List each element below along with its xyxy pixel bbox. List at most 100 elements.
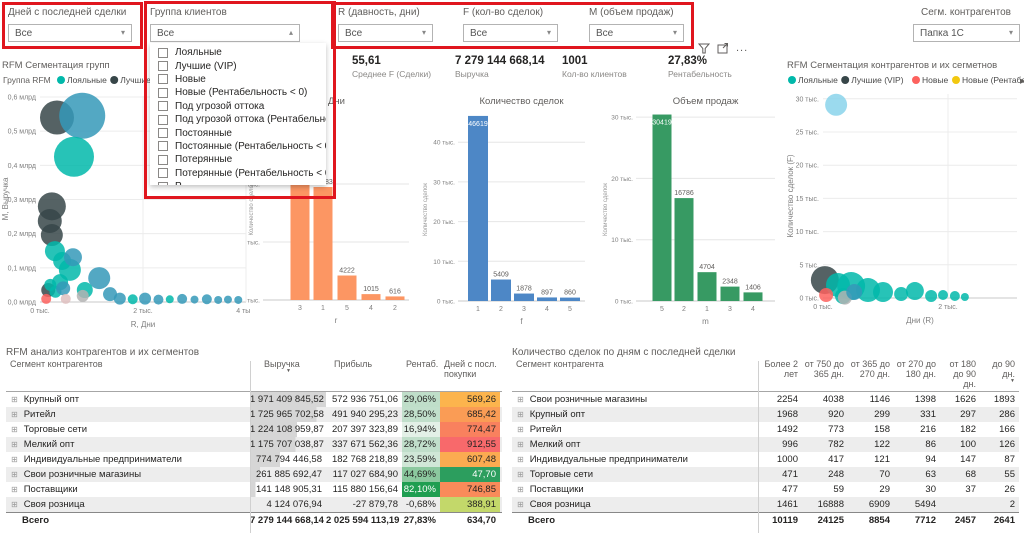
checkbox-icon[interactable] bbox=[158, 61, 168, 72]
scatter-bubble[interactable] bbox=[40, 224, 63, 247]
slicer-segment-dropdown[interactable]: Папка 1С ▾ bbox=[913, 24, 1020, 42]
slicer-m-dropdown[interactable]: Все ▾ bbox=[589, 24, 684, 42]
bar-1[interactable] bbox=[468, 115, 488, 301]
bar-4[interactable] bbox=[743, 292, 763, 301]
bar-4[interactable] bbox=[537, 297, 557, 301]
legend-label[interactable]: Лояльные bbox=[67, 75, 107, 85]
checkbox-icon[interactable] bbox=[158, 141, 168, 152]
sort-descending-icon[interactable]: ▼ bbox=[286, 368, 291, 374]
checkbox-icon[interactable] bbox=[158, 101, 168, 112]
table-row[interactable]: ⊞ Крупный опт 1968 920 299 331 297 286 bbox=[512, 407, 1019, 422]
table-row[interactable]: ⊞ Свои розничные магазины 261 885 692,47 11… bbox=[6, 467, 502, 482]
expand-icon[interactable]: ⊞ bbox=[11, 455, 18, 464]
expand-icon[interactable]: ⊞ bbox=[11, 440, 18, 449]
table-row[interactable]: ⊞ Ритейл 1 725 965 702,58 491 940 295,23 28,… bbox=[6, 407, 502, 422]
table-row[interactable]: ⊞ Поставщики 141 148 905,31 115 880 156,64 8… bbox=[6, 482, 502, 497]
table-row[interactable]: ⊞ Свои розничные магазины 2254 4038 1146 1398… bbox=[512, 392, 1019, 407]
legend-label[interactable]: Лояльные bbox=[798, 75, 838, 85]
expand-icon[interactable]: ⊞ bbox=[517, 425, 524, 434]
bar-5[interactable] bbox=[337, 275, 357, 300]
expand-icon[interactable]: ⊞ bbox=[517, 395, 524, 404]
scatter-bubble[interactable] bbox=[53, 136, 94, 177]
table-row[interactable]: ⊞ Своя розница 1461 16888 6909 5494 2 bbox=[512, 497, 1019, 512]
checkbox-icon[interactable] bbox=[158, 47, 168, 58]
dropdown-option[interactable]: Потерянные bbox=[150, 153, 326, 166]
scatter-bubble[interactable] bbox=[59, 92, 106, 139]
scatter-bubble[interactable] bbox=[56, 281, 71, 296]
scatter-bubble[interactable] bbox=[103, 287, 118, 302]
expand-icon[interactable]: ⊞ bbox=[11, 470, 18, 479]
expand-icon[interactable]: ⊞ bbox=[517, 470, 524, 479]
table-row[interactable]: ⊞ Индивидуальные предприниматели 774 794 4… bbox=[6, 452, 502, 467]
scatter-bubble[interactable] bbox=[88, 267, 111, 290]
scatter-bubble[interactable] bbox=[223, 295, 232, 304]
scatter-bubble[interactable] bbox=[846, 284, 863, 301]
scatter-bubble[interactable] bbox=[949, 291, 960, 302]
scatter-bubble[interactable] bbox=[165, 295, 174, 304]
expand-icon[interactable]: ⊞ bbox=[11, 500, 18, 509]
scatter-bubble[interactable] bbox=[819, 288, 834, 303]
legend-scroll-arrow-icon[interactable]: ▶ bbox=[1020, 78, 1024, 85]
scatter-bubble[interactable] bbox=[873, 282, 893, 303]
bar-3[interactable] bbox=[720, 286, 740, 301]
scatter-bubble[interactable] bbox=[41, 293, 52, 304]
column-header-label[interactable]: Выручка bbox=[264, 359, 300, 369]
bar-5[interactable] bbox=[560, 297, 580, 301]
slicer-r-dropdown[interactable]: Все ▾ bbox=[338, 24, 433, 42]
sort-descending-icon[interactable]: ▼ bbox=[1010, 378, 1015, 384]
scatter-bubble[interactable] bbox=[113, 292, 126, 305]
legend-label[interactable]: Лучшие (VIP) bbox=[851, 75, 904, 85]
checkbox-icon[interactable] bbox=[158, 128, 168, 139]
scatter-bubble[interactable] bbox=[894, 287, 909, 302]
bar-5[interactable] bbox=[652, 114, 672, 301]
table-row[interactable]: ⊞ Своя розница 4 124 076,94 -27 879,78 -0,68… bbox=[6, 497, 502, 512]
expand-icon[interactable]: ⊞ bbox=[11, 485, 18, 494]
scatter-bubble[interactable] bbox=[139, 292, 152, 305]
checkbox-icon[interactable] bbox=[158, 114, 168, 125]
expand-icon[interactable]: ⊞ bbox=[11, 395, 18, 404]
table-row[interactable]: ⊞ Крупный опт 1 971 409 845,52 572 936 751,… bbox=[6, 392, 502, 407]
slicer-f-dropdown[interactable]: Все ▾ bbox=[463, 24, 558, 42]
slicer-group-dropdown[interactable]: Все ▴ bbox=[150, 24, 300, 42]
expand-icon[interactable]: ⊞ bbox=[11, 410, 18, 419]
table-row[interactable]: ⊞ Торговые сети 1 224 108 959,87 207 397 32… bbox=[6, 422, 502, 437]
expand-icon[interactable]: ⊞ bbox=[11, 425, 18, 434]
table-row[interactable]: ⊞ Торговые сети 471 248 70 63 68 55 bbox=[512, 467, 1019, 482]
dropdown-option[interactable]: Постоянные bbox=[150, 126, 326, 139]
scatter-bubble[interactable] bbox=[905, 282, 924, 301]
table-row[interactable]: ⊞ Мелкий опт 1 175 707 038,87 337 671 562,3… bbox=[6, 437, 502, 452]
dropdown-option[interactable]: Под угрозой оттока bbox=[150, 100, 326, 113]
expand-icon[interactable]: ⊞ bbox=[517, 440, 524, 449]
dropdown-option[interactable]: Постоянные (Рентабельность < 0) bbox=[150, 140, 326, 153]
scatter-bubble[interactable] bbox=[63, 248, 82, 267]
bar-2[interactable] bbox=[385, 296, 405, 300]
checkbox-icon[interactable] bbox=[158, 74, 168, 85]
bar-4[interactable] bbox=[361, 294, 381, 300]
expand-icon[interactable]: ⊞ bbox=[517, 485, 524, 494]
scatter-bubble[interactable] bbox=[925, 290, 938, 303]
table-row[interactable]: ⊞ Индивидуальные предприниматели 1000 417 12… bbox=[512, 452, 1019, 467]
dropdown-option[interactable]: Новые (Рентабельность < 0) bbox=[150, 86, 326, 99]
scatter-bubble[interactable] bbox=[201, 294, 212, 305]
scatter-bubble[interactable] bbox=[960, 293, 969, 302]
legend-label[interactable]: Новые bbox=[922, 75, 948, 85]
checkbox-icon[interactable] bbox=[158, 87, 168, 98]
scatter-bubble[interactable] bbox=[177, 293, 188, 304]
table-row[interactable]: ⊞ Мелкий опт 996 782 122 86 100 126 bbox=[512, 437, 1019, 452]
bar-2[interactable] bbox=[674, 198, 694, 301]
scatter-bubble[interactable] bbox=[153, 294, 164, 305]
expand-icon[interactable]: ⊞ bbox=[517, 455, 524, 464]
checkbox-icon[interactable] bbox=[158, 181, 168, 185]
slicer-days-dropdown[interactable]: Все ▾ bbox=[8, 24, 132, 42]
scatter-bubble[interactable] bbox=[60, 293, 71, 304]
bar-2[interactable] bbox=[491, 279, 511, 301]
table-row[interactable]: ⊞ Ритейл 1492 773 158 216 182 166 bbox=[512, 422, 1019, 437]
legend-label[interactable]: Новые (Рентабельно... bbox=[962, 75, 1024, 85]
dropdown-option[interactable]: Лояльные bbox=[150, 46, 326, 59]
expand-icon[interactable]: ⊞ bbox=[517, 500, 524, 509]
scatter-bubble[interactable] bbox=[825, 93, 848, 116]
dropdown-option[interactable]: Лучшие (VIP) bbox=[150, 59, 326, 72]
bar-3[interactable] bbox=[514, 293, 534, 301]
bar-1[interactable] bbox=[697, 272, 717, 301]
dropdown-option[interactable]: Потерянные (Рентабельность < 0) bbox=[150, 167, 326, 180]
